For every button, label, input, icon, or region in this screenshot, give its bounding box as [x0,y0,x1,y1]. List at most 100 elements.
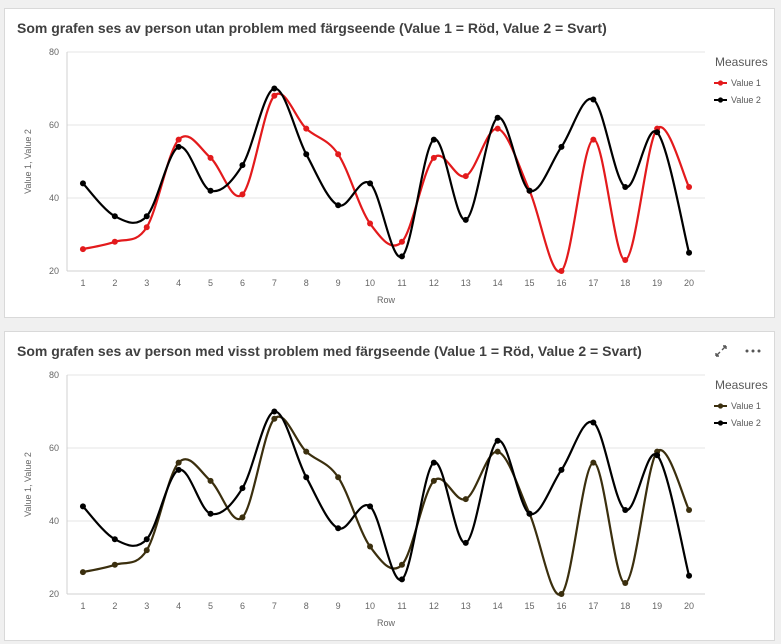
data-point-series-1[interactable] [79,246,86,253]
data-point-series-2[interactable] [175,466,182,473]
data-point-series-1[interactable] [239,191,246,198]
data-point-series-1[interactable] [622,257,629,264]
data-point-series-2[interactable] [79,503,86,510]
data-point-series-1[interactable] [462,496,469,503]
data-point-series-2[interactable] [430,136,437,143]
data-point-series-1[interactable] [686,507,693,514]
data-point-series-2[interactable] [398,253,405,260]
data-point-series-1[interactable] [239,514,246,521]
data-point-series-2[interactable] [398,576,405,583]
data-point-series-1[interactable] [367,543,374,550]
data-point-series-1[interactable] [462,173,469,180]
data-point-series-2[interactable] [622,184,629,191]
data-point-series-1[interactable] [335,151,342,158]
data-point-series-1[interactable] [398,561,405,568]
data-point-series-2[interactable] [558,143,565,150]
data-point-series-1[interactable] [271,415,278,422]
data-point-series-1[interactable] [398,238,405,245]
data-point-series-2[interactable] [111,213,118,220]
data-point-series-2[interactable] [430,459,437,466]
data-point-series-2[interactable] [526,187,533,194]
x-tick-label: 2 [112,278,117,288]
legend-item-label[interactable]: Value 1 [731,78,761,88]
data-point-series-2[interactable] [335,202,342,209]
data-point-series-2[interactable] [558,466,565,473]
data-point-series-2[interactable] [462,539,469,546]
data-point-series-1[interactable] [143,224,150,231]
x-tick-label: 8 [304,278,309,288]
x-tick-label: 19 [652,601,662,611]
data-point-series-1[interactable] [111,238,118,245]
data-point-series-1[interactable] [335,474,342,481]
data-point-series-2[interactable] [654,452,661,459]
data-point-series-1[interactable] [175,459,182,466]
data-point-series-2[interactable] [271,85,278,92]
data-point-series-2[interactable] [79,180,86,187]
data-point-series-1[interactable] [271,92,278,99]
data-point-series-2[interactable] [303,474,310,481]
data-point-series-2[interactable] [239,485,246,492]
legend-item-label[interactable]: Value 2 [731,95,761,105]
data-point-series-1[interactable] [207,154,214,161]
data-point-series-1[interactable] [686,184,693,191]
data-point-series-2[interactable] [494,114,501,121]
data-point-series-2[interactable] [686,249,693,256]
data-point-series-2[interactable] [271,408,278,415]
x-tick-label: 9 [336,278,341,288]
data-point-series-1[interactable] [303,448,310,455]
y-axis-title: Value 1, Value 2 [23,129,33,194]
data-point-series-1[interactable] [175,136,182,143]
data-point-series-1[interactable] [590,459,597,466]
data-point-series-1[interactable] [207,477,214,484]
data-point-series-1[interactable] [622,580,629,587]
more-icon[interactable] [744,342,762,360]
data-point-series-2[interactable] [590,96,597,103]
data-point-series-1[interactable] [430,477,437,484]
data-point-series-1[interactable] [367,220,374,227]
data-point-series-2[interactable] [303,151,310,158]
data-point-series-2[interactable] [367,180,374,187]
x-tick-label: 3 [144,278,149,288]
data-point-series-1[interactable] [558,591,565,597]
data-point-series-1[interactable] [143,547,150,554]
chart-title: Som grafen ses av person utan problem me… [17,20,607,36]
data-point-series-2[interactable] [239,162,246,169]
data-point-series-1[interactable] [111,561,118,568]
data-point-series-2[interactable] [622,507,629,514]
data-point-series-2[interactable] [686,572,693,579]
expand-icon[interactable] [712,342,730,360]
panel-actions [712,342,762,360]
y-tick-label: 40 [49,516,59,526]
data-point-series-2[interactable] [207,187,214,194]
data-point-series-2[interactable] [175,143,182,150]
x-tick-label: 10 [365,601,375,611]
data-point-series-1[interactable] [494,448,501,455]
data-point-series-1[interactable] [558,268,565,274]
data-point-series-2[interactable] [526,510,533,517]
x-tick-label: 13 [461,278,471,288]
data-point-series-1[interactable] [590,136,597,143]
x-tick-label: 7 [272,601,277,611]
legend-item-label[interactable]: Value 2 [731,418,761,428]
y-tick-label: 40 [49,193,59,203]
data-point-series-2[interactable] [462,216,469,223]
legend-item-label[interactable]: Value 1 [731,401,761,411]
x-tick-label: 16 [556,601,566,611]
x-tick-label: 16 [556,278,566,288]
data-point-series-2[interactable] [654,129,661,136]
data-point-series-2[interactable] [143,213,150,220]
data-point-series-1[interactable] [494,125,501,132]
data-point-series-1[interactable] [303,125,310,132]
data-point-series-1[interactable] [79,569,86,576]
data-point-series-2[interactable] [367,503,374,510]
y-tick-label: 80 [49,370,59,380]
data-point-series-2[interactable] [143,536,150,543]
data-point-series-2[interactable] [335,525,342,532]
data-point-series-2[interactable] [590,419,597,426]
data-point-series-2[interactable] [207,510,214,517]
data-point-series-1[interactable] [430,154,437,161]
data-point-series-2[interactable] [111,536,118,543]
data-point-series-2[interactable] [494,437,501,444]
